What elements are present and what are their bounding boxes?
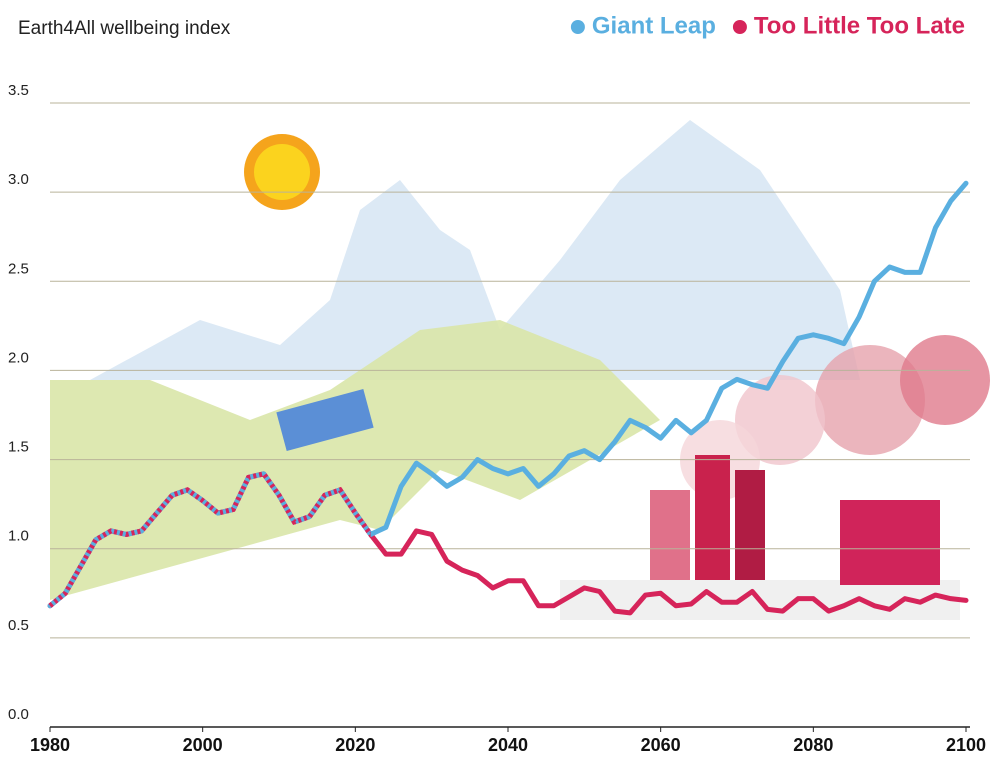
- legend: Too Little Too Late Giant Leap: [570, 12, 965, 39]
- lines: [47, 180, 969, 616]
- x-tick-label: 1980: [30, 735, 70, 755]
- x-tick-label: 2040: [488, 735, 528, 755]
- x-tick-label: 2080: [793, 735, 833, 755]
- legend-label: Giant Leap: [592, 12, 716, 39]
- chart-title: Earth4All wellbeing index: [18, 18, 231, 39]
- x-axis: 1980 2000 2020 2040 2060 2080 2100: [30, 726, 986, 755]
- y-tick-label: 0.0: [8, 706, 29, 723]
- y-tick-label: 2.0: [8, 349, 29, 366]
- y-tick-label: 1.5: [8, 439, 29, 456]
- y-tick-label: 1.0: [8, 528, 29, 545]
- legend-label: Too Little Too Late: [754, 12, 965, 39]
- legend-dot: [732, 20, 747, 34]
- y-tick-label: 3.0: [8, 171, 29, 188]
- x-tick-label: 2100: [946, 735, 986, 755]
- y-tick-label: 0.5: [8, 617, 29, 634]
- y-tick-label: 3.5: [8, 82, 29, 99]
- legend-dot: [570, 20, 585, 34]
- y-tick-label: 2.5: [8, 260, 29, 277]
- history-dash: [48, 471, 371, 608]
- x-tick-label: 2020: [335, 735, 375, 755]
- x-tick-label: 2060: [641, 735, 681, 755]
- x-tick-label: 2000: [183, 735, 223, 755]
- grid: 0.0 0.5 1.0 1.5 2.0 2.5 3.0 3.5: [8, 82, 970, 728]
